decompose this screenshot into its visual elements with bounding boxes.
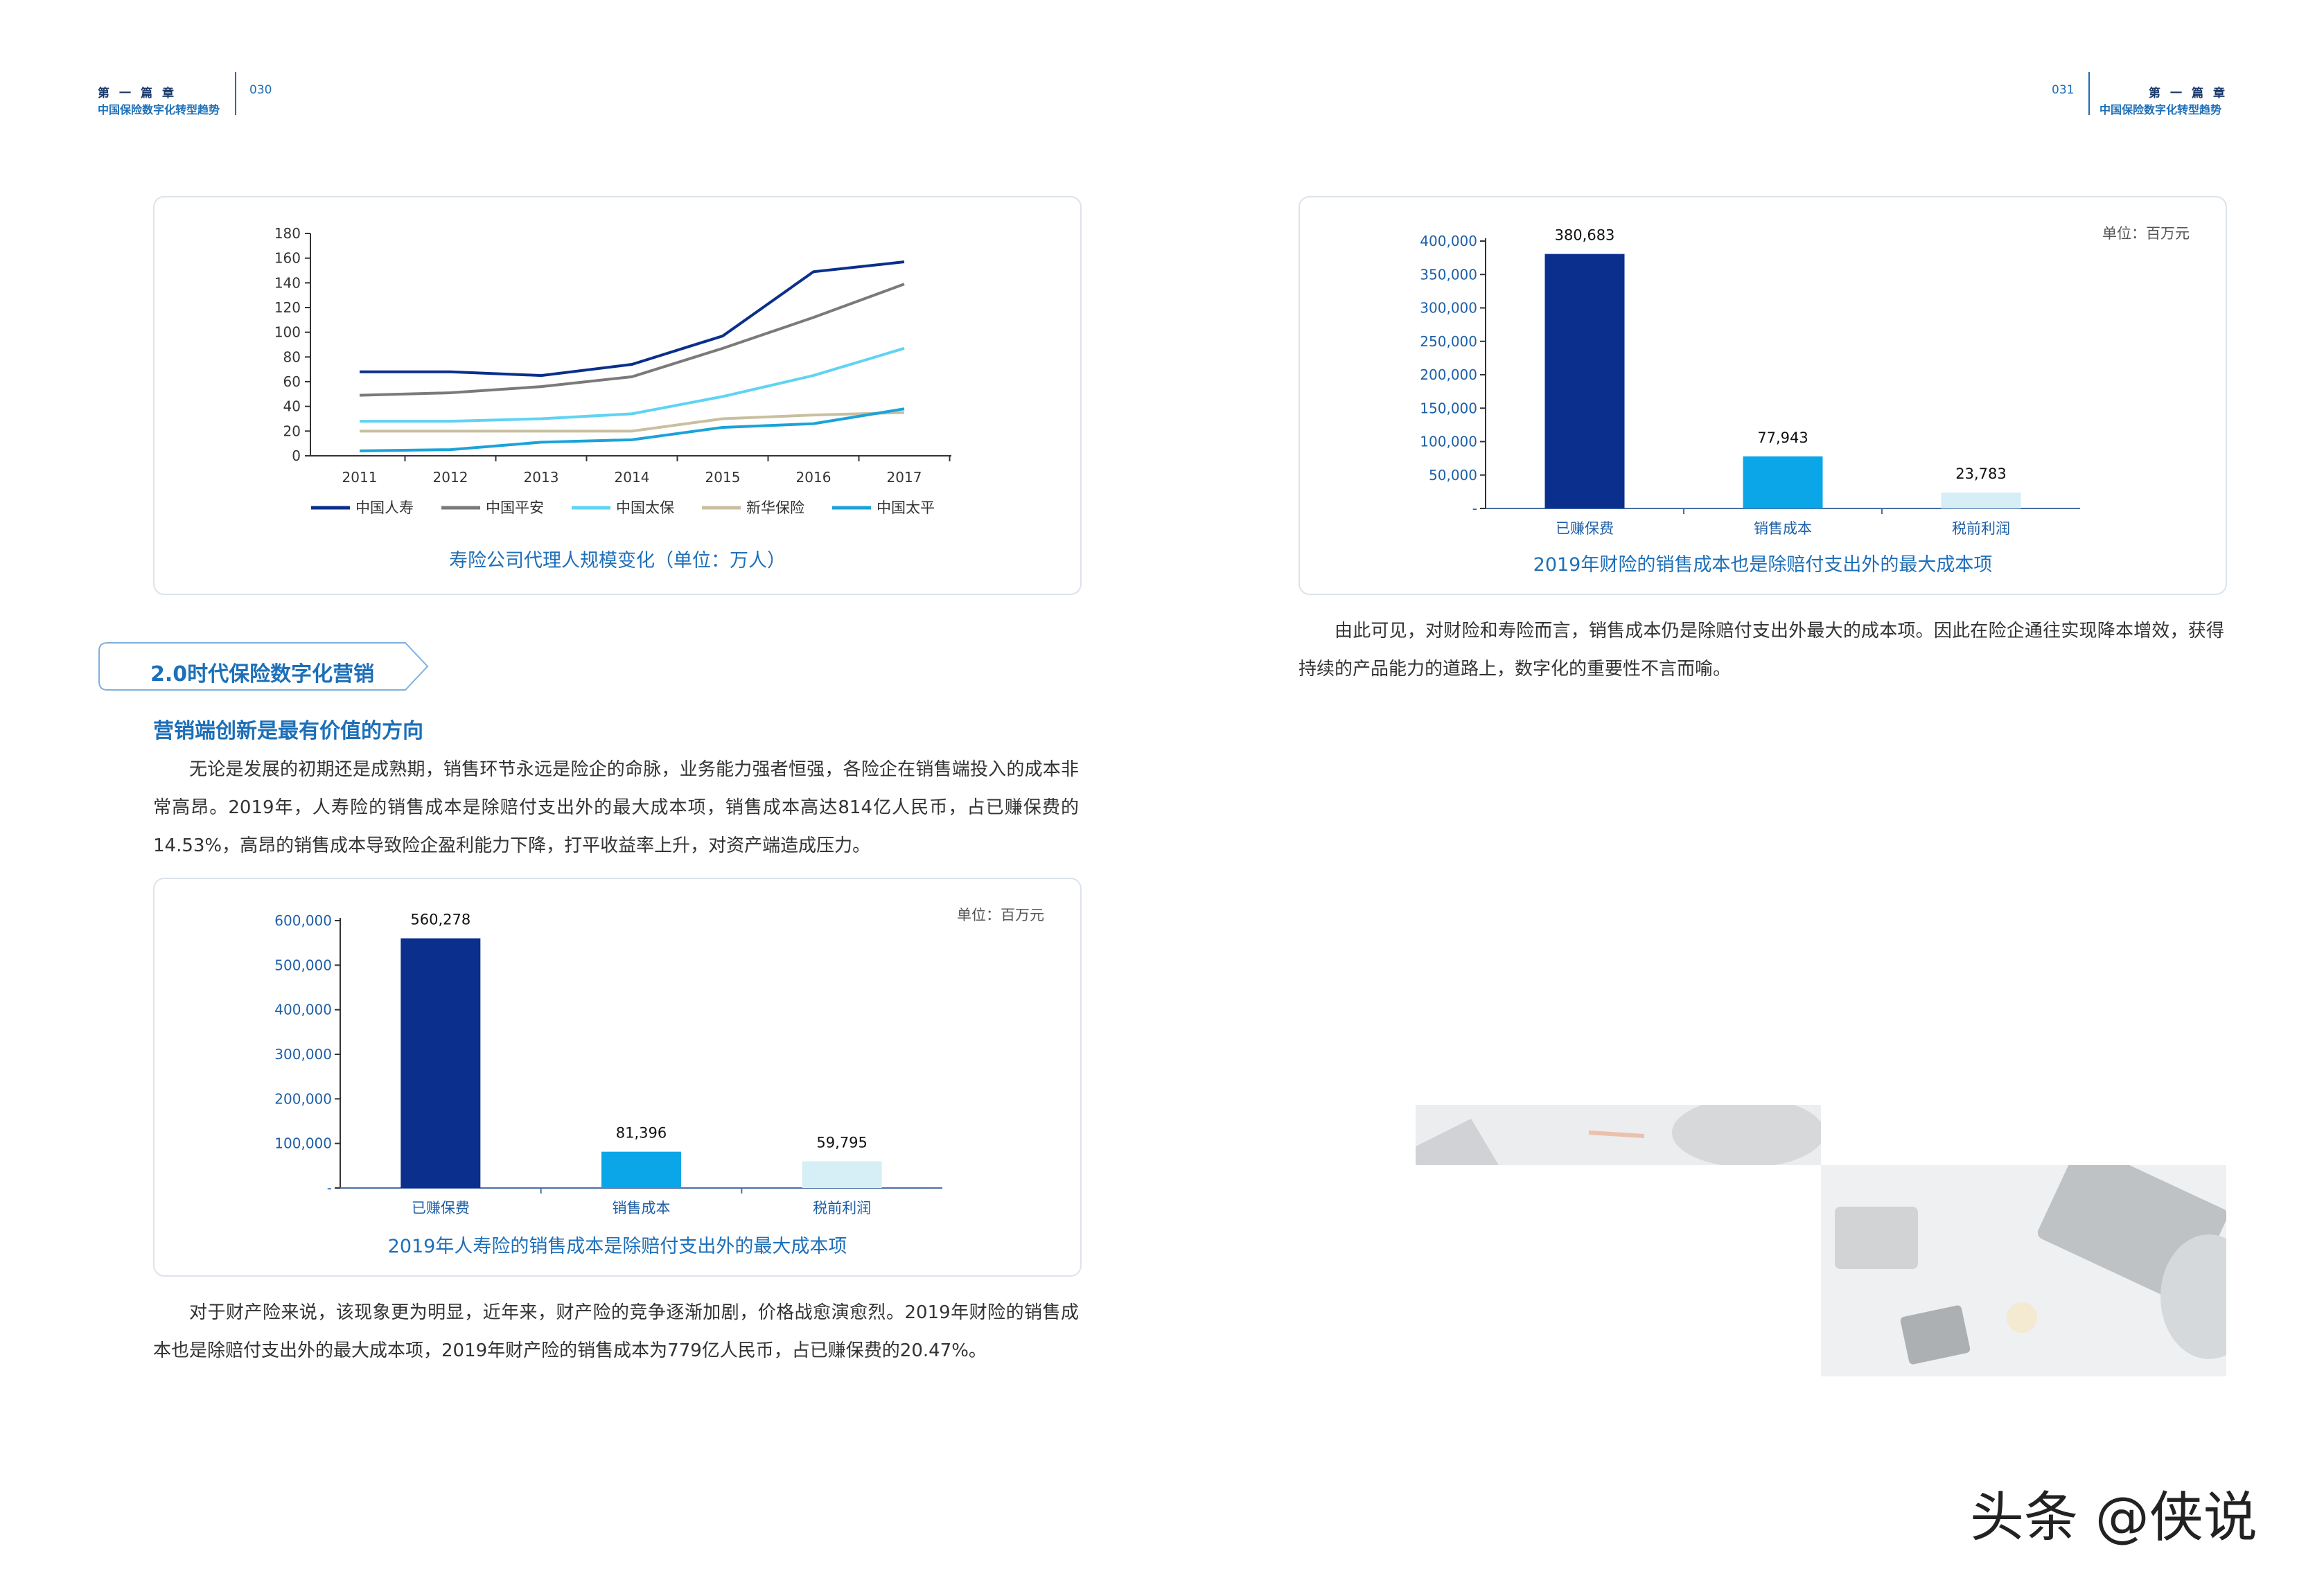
y-tick-label: 200,000	[274, 1090, 332, 1107]
y-tick-label: 80	[283, 348, 301, 365]
life-chart-caption: 2019年人寿险的销售成本是除赔付支出外的最大成本项	[387, 1236, 847, 1257]
paragraph-1-text: 无论是发展的初期还是成熟期，销售环节永远是险企的命脉，业务能力强者恒强，各险企在…	[153, 759, 1079, 856]
x-category-label: 销售成本	[613, 1200, 671, 1216]
property-bar-chart-panel: 单位：百万元 - 50,000 100,000 150,000 200,000 250,0…	[1299, 196, 2227, 595]
x-category-label: 税前利润	[813, 1200, 871, 1216]
life-chart-unit: 单位：百万元	[957, 907, 1044, 923]
bar-value-label: 59,795	[816, 1135, 867, 1151]
y-tick-label: 160	[274, 250, 301, 267]
property-bar-chart: - 50,000 100,000 150,000 200,000 250,000 300,0…	[1420, 227, 2080, 537]
section-tag-shape	[98, 642, 429, 691]
y-tick-label: 400,000	[1420, 233, 1477, 249]
x-tick-label: 2016	[796, 469, 831, 486]
right-page-number: 031	[2052, 83, 2075, 97]
series-line-3	[360, 346, 905, 423]
legend-label: 中国太保	[616, 499, 674, 516]
series-line-5	[359, 407, 905, 452]
property-chart-unit: 单位：百万元	[2102, 225, 2190, 242]
bar-value-label: 380,683	[1555, 227, 1615, 244]
y-tick-label: 0	[292, 447, 301, 464]
y-tick-label: 500,000	[274, 957, 332, 973]
line-chart-caption: 寿险公司代理人规模变化（单位：万人）	[449, 550, 786, 571]
series-line-1	[360, 260, 905, 378]
right-header-chapter: 第一篇章	[2149, 87, 2235, 100]
x-tick-label: 2017	[887, 469, 922, 486]
right-header-subtitle: 中国保险数字化转型趋势	[2099, 103, 2222, 116]
paragraph-2: 对于财产险来说，该现象更为明显，近年来，财产险的竞争逐渐加剧，价格战愈演愈烈。2…	[153, 1294, 1079, 1370]
y-tick-label: 400,000	[274, 1002, 332, 1018]
y-tick-label: 200,000	[1420, 366, 1477, 383]
y-tick-label: 100	[274, 324, 301, 341]
x-tick-label: 2011	[342, 469, 378, 486]
bar	[601, 1151, 681, 1188]
y-tick-label: 50,000	[1429, 467, 1477, 484]
bar-value-label: 77,943	[1757, 429, 1808, 446]
paragraph-3-text: 由此可见，对财险和寿险而言，销售成本仍是除赔付支出外最大的成本项。因此在险企通往…	[1299, 621, 2224, 680]
y-tick-label: 300,000	[1420, 300, 1477, 317]
x-tick-label: 2012	[433, 469, 468, 486]
bar	[802, 1161, 882, 1188]
y-tick-label: 140	[274, 274, 301, 291]
x-tick-label: 2015	[705, 469, 741, 486]
right-header-divider	[2088, 72, 2090, 115]
bar-value-label: 81,396	[616, 1125, 667, 1142]
legend-label: 中国平安	[486, 499, 544, 516]
left-page-number: 030	[249, 83, 272, 97]
left-header-subtitle: 中国保险数字化转型趋势	[98, 103, 220, 116]
series-line-4	[360, 411, 905, 433]
x-category-label: 税前利润	[1952, 520, 2010, 537]
y-tick-label: 150,000	[1420, 400, 1477, 416]
bar	[400, 938, 481, 1188]
watermark: 头条 @侠说	[1970, 1487, 2257, 1549]
bar	[1941, 493, 2021, 508]
property-chart-caption: 2019年财险的销售成本也是除赔付支出外的最大成本项	[1533, 554, 1993, 576]
y-tick-label: 120	[274, 299, 301, 316]
legend-label: 中国人寿	[355, 499, 414, 516]
y-tick-label: 180	[274, 225, 301, 242]
left-header-divider	[235, 72, 236, 115]
section-tag-label: 2.0时代保险数字化营销	[150, 662, 375, 686]
section-tag: 2.0时代保险数字化营销	[98, 641, 430, 691]
y-tick-label: 100,000	[1420, 434, 1477, 450]
line-chart: 0 20 40 60 80 100 120 140 160 180 2011 2012 2013 2014…	[274, 225, 951, 516]
bar-value-label: 23,783	[1955, 466, 2006, 482]
section-subhead: 营销端创新是最有价值的方向	[153, 719, 423, 743]
y-tick-label: -	[1472, 500, 1477, 517]
line-chart-panel: 0 20 40 60 80 100 120 140 160 180 2011 2012 2013 2014…	[153, 196, 1082, 595]
legend-label: 中国太平	[877, 499, 935, 516]
y-tick-label: 100,000	[274, 1135, 332, 1152]
life-bar-chart: - 100,000 200,000 300,000 400,000 500,000 600,…	[274, 912, 942, 1216]
paragraph-1: 无论是发展的初期还是成熟期，销售环节永远是险企的命脉，业务能力强者恒强，各险企在…	[153, 751, 1079, 865]
photo-laptop-image	[1821, 1165, 2226, 1376]
y-tick-label: 350,000	[1420, 266, 1477, 283]
y-tick-label: 250,000	[1420, 333, 1477, 350]
x-category-label: 已赚保费	[1556, 520, 1614, 537]
life-bar-chart-panel: 单位：百万元 - 100,000 200,000 300,000 400,000 500,…	[153, 878, 1082, 1277]
paragraph-3: 由此可见，对财险和寿险而言，销售成本仍是除赔付支出外最大的成本项。因此在险企通往…	[1299, 612, 2224, 689]
y-tick-label: 600,000	[274, 912, 332, 929]
x-category-label: 已赚保费	[412, 1200, 470, 1216]
x-category-label: 销售成本	[1754, 520, 1812, 537]
legend-label: 新华保险	[746, 499, 804, 516]
y-tick-label: -	[327, 1180, 332, 1196]
y-tick-label: 20	[283, 423, 301, 439]
decorative-photo	[1821, 1165, 2226, 1376]
x-tick-label: 2013	[524, 469, 559, 486]
y-tick-label: 300,000	[274, 1046, 332, 1063]
paragraph-2-text: 对于财产险来说，该现象更为明显，近年来，财产险的竞争逐渐加剧，价格战愈演愈烈。2…	[153, 1302, 1079, 1361]
y-tick-label: 60	[283, 373, 301, 390]
series-line-2	[359, 283, 905, 397]
y-tick-label: 40	[283, 398, 301, 415]
decorative-photo-strip	[1416, 1105, 1821, 1165]
bar	[1544, 254, 1625, 508]
x-tick-label: 2014	[615, 469, 650, 486]
bar-value-label: 560,278	[410, 912, 470, 928]
bar	[1743, 456, 1823, 508]
photo-desk-image	[1416, 1105, 1821, 1165]
left-header-chapter: 第一篇章	[98, 87, 184, 100]
